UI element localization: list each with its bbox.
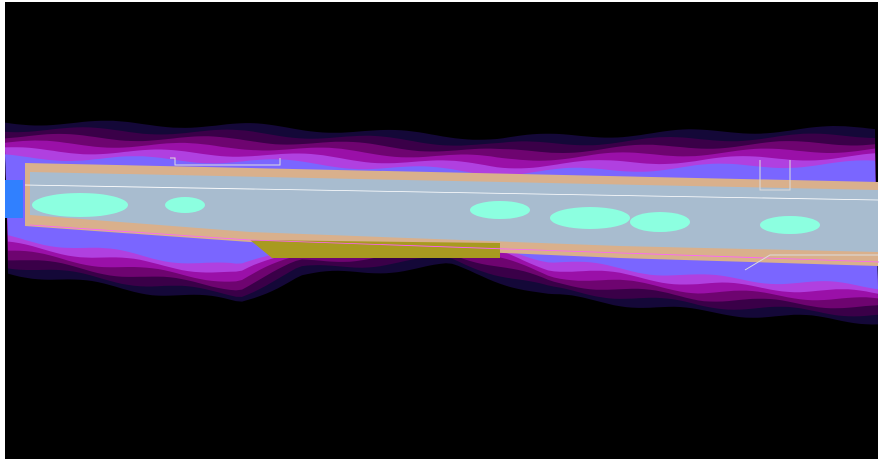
cyan-blob bbox=[760, 216, 820, 234]
cad-viewport bbox=[0, 0, 879, 462]
olive-zone bbox=[250, 240, 500, 258]
cyan-blob bbox=[470, 201, 530, 219]
page: (() => { const ns = 'http://www.w3.org/2… bbox=[0, 0, 879, 462]
cyan-blob bbox=[165, 197, 205, 213]
cyan-blob bbox=[32, 193, 128, 217]
cyan-blob bbox=[550, 207, 630, 229]
blue-edge bbox=[5, 180, 23, 218]
cyan-blob bbox=[630, 212, 690, 232]
